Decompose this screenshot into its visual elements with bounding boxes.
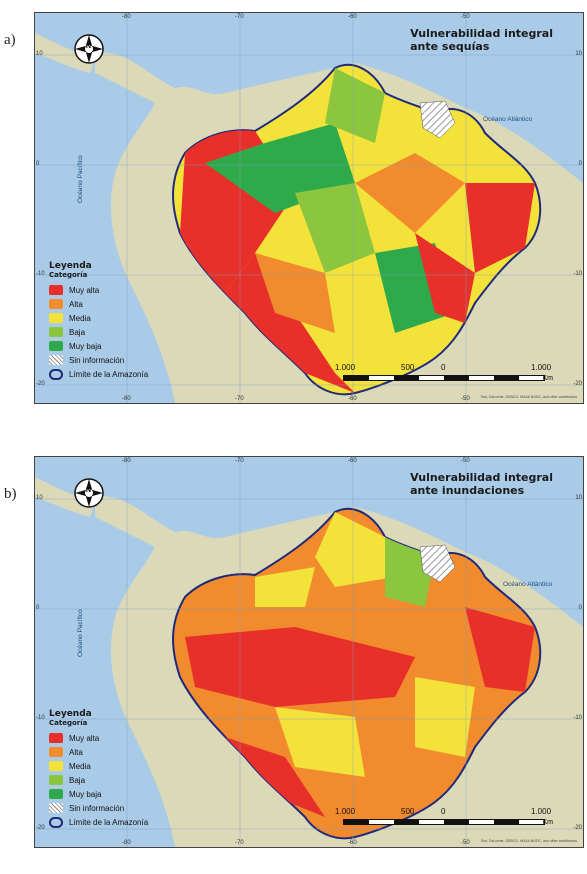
scale-bar: 1.000 500 0 1.000 Km [335, 807, 553, 826]
map-background [35, 457, 583, 847]
tick-left: 0 [36, 605, 40, 611]
no-data-area [419, 100, 456, 139]
ocean-label-atlantic: Océano Atlántico [483, 116, 533, 123]
legend-item: Límite de la Amazonía [49, 815, 148, 829]
legend-item: Muy baja [49, 787, 148, 801]
tick-top: -70 [235, 458, 244, 464]
legend-item: Alta [49, 745, 148, 759]
tick-top: -70 [235, 14, 244, 20]
no-data-area [419, 544, 456, 583]
tick-bottom: -50 [461, 396, 470, 402]
tick-bottom: -50 [461, 840, 470, 846]
legend-item: Media [49, 311, 148, 325]
tick-top: -60 [348, 14, 357, 20]
legend-item: Baja [49, 325, 148, 339]
tick-right: -20 [573, 825, 582, 831]
tick-right: 10 [575, 495, 582, 501]
tick-left: -20 [36, 381, 45, 387]
north-label: N [86, 43, 92, 50]
map-panel-flood: -80 -70 -60 -50 -80 -70 -60 -50 10 0 -10… [34, 456, 584, 848]
legend-item: Muy baja [49, 339, 148, 353]
legend-item: Sin información [49, 353, 148, 367]
map-title: Vulnerabilidad integral ante inundacione… [410, 471, 553, 497]
tick-right: -10 [573, 715, 582, 721]
ocean-label-atlantic: Océano Atlántico [503, 581, 553, 588]
tick-left: -10 [36, 271, 45, 277]
tick-right: -20 [573, 381, 582, 387]
legend-item: Muy alta [49, 283, 148, 297]
legend-heading: Leyenda [49, 261, 92, 271]
north-arrow-icon: N [73, 477, 105, 509]
tick-left: -20 [36, 825, 45, 831]
tick-bottom: -60 [348, 396, 357, 402]
tick-right: 10 [575, 51, 582, 57]
legend-subheading: Categoría [49, 719, 88, 727]
tick-left: 10 [36, 51, 43, 57]
tick-top: -80 [122, 14, 131, 20]
panel-label-a: a) [4, 32, 16, 48]
tick-left: -10 [36, 715, 45, 721]
vulnerability-raster [185, 512, 535, 817]
legend-item: Baja [49, 773, 148, 787]
map-credit: Esri, DeLorme, GEBCO, NOAA NGDC, and oth… [481, 839, 577, 843]
tick-left: 10 [36, 495, 43, 501]
map-panel-drought: -80 -70 -60 -50 -80 -70 -60 -50 10 0 -10… [34, 12, 584, 404]
boundary-icon [49, 816, 63, 828]
tick-right: -10 [573, 271, 582, 277]
legend-item: Media [49, 759, 148, 773]
legend-item: Límite de la Amazonía [49, 367, 148, 381]
map-credit: Esri, DeLorme, GEBCO, NOAA NGDC, and oth… [481, 395, 577, 399]
scale-bar: 1.000 500 0 1.000 Km [335, 363, 553, 382]
panel-label-b: b) [4, 486, 17, 502]
tick-top: -60 [348, 458, 357, 464]
tick-right: 0 [578, 161, 582, 167]
legend: Leyenda Categoría Muy alta Alta Media Ba… [49, 261, 148, 381]
legend-heading: Leyenda [49, 709, 92, 719]
north-label: N [86, 487, 92, 494]
tick-top: -50 [461, 14, 470, 20]
tick-right: 0 [578, 605, 582, 611]
tick-top: -50 [461, 458, 470, 464]
map-title: Vulnerabilidad integral ante sequías [410, 27, 553, 53]
north-arrow-icon: N [73, 33, 105, 65]
legend-item: Muy alta [49, 731, 148, 745]
vulnerability-raster [180, 68, 535, 393]
boundary-icon [49, 368, 63, 380]
tick-bottom: -80 [122, 396, 131, 402]
legend: Leyenda Categoría Muy alta Alta Media Ba… [49, 709, 148, 829]
map-background [35, 13, 583, 403]
tick-bottom: -70 [235, 840, 244, 846]
ocean-label-pacific: Océano Pacífico [77, 609, 84, 657]
tick-bottom: -60 [348, 840, 357, 846]
tick-top: -80 [122, 458, 131, 464]
legend-item: Sin información [49, 801, 148, 815]
tick-left: 0 [36, 161, 40, 167]
tick-bottom: -80 [122, 840, 131, 846]
legend-subheading: Categoría [49, 271, 88, 279]
legend-item: Alta [49, 297, 148, 311]
tick-bottom: -70 [235, 396, 244, 402]
ocean-label-pacific: Océano Pacífico [77, 155, 84, 203]
